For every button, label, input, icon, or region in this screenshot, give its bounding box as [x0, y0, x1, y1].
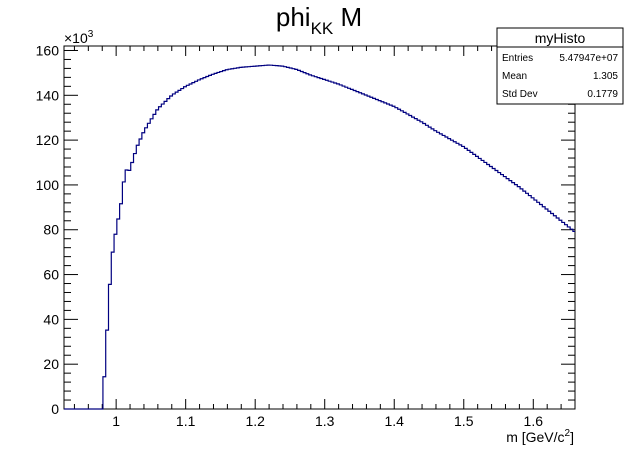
x-tick-label: 1.1	[176, 413, 196, 429]
y-tick-label: 100	[36, 177, 60, 193]
x-tick-label: 1.6	[524, 413, 544, 429]
y-tick-label: 160	[36, 42, 60, 58]
x-tick-label: 1.3	[315, 413, 335, 429]
x-axis-label-main: m [GeV/c	[506, 429, 564, 445]
y-tick-label: 120	[36, 132, 60, 148]
chart-title-subscript: KK	[311, 19, 334, 38]
stats-box-frame	[496, 27, 624, 105]
stats-entries-label: Entries	[502, 53, 533, 64]
y-tick-label: 20	[43, 356, 59, 372]
y-axis-tick-labels: 0 20 40 60 80 100 120 140 160	[36, 42, 60, 417]
plot-frame	[63, 45, 576, 410]
x-tick-label: 1.2	[245, 413, 265, 429]
y-multiplier-base: ×10	[64, 30, 88, 46]
x-axis-tick-labels: 1 1.1 1.2 1.3 1.4 1.5 1.6	[112, 413, 543, 429]
chart-title-tail: M	[333, 2, 362, 32]
x-axis-label-superscript: 2	[565, 428, 571, 439]
stats-box-title: myHisto	[535, 30, 586, 46]
stats-mean-value: 1.305	[593, 71, 618, 82]
stats-entries-value: 5.47947e+07	[559, 53, 618, 64]
x-tick-label: 1.4	[385, 413, 405, 429]
stats-stddev-label: Std Dev	[502, 89, 538, 100]
x-tick-label: 1	[112, 413, 120, 429]
chart-title: phiKK M	[276, 2, 362, 38]
y-multiplier: ×103	[64, 29, 94, 46]
y-tick-label: 80	[43, 222, 59, 238]
stats-stddev-value: 0.1779	[587, 89, 618, 100]
y-tick-label: 140	[36, 87, 60, 103]
x-axis-label: m [GeV/c2]	[506, 428, 574, 445]
y-multiplier-exponent: 3	[88, 29, 94, 40]
chart-title-main: phi	[276, 2, 311, 32]
histogram-series-line	[64, 64, 575, 410]
stats-box: myHisto Entries 5.47947e+07 Mean 1.305 S…	[496, 27, 624, 105]
stats-mean-label: Mean	[502, 71, 527, 82]
x-tick-label: 1.5	[454, 413, 474, 429]
y-tick-label: 60	[43, 267, 59, 283]
y-tick-label: 0	[51, 401, 59, 417]
y-tick-label: 40	[43, 311, 59, 327]
x-axis-label-tail: ]	[570, 429, 574, 445]
